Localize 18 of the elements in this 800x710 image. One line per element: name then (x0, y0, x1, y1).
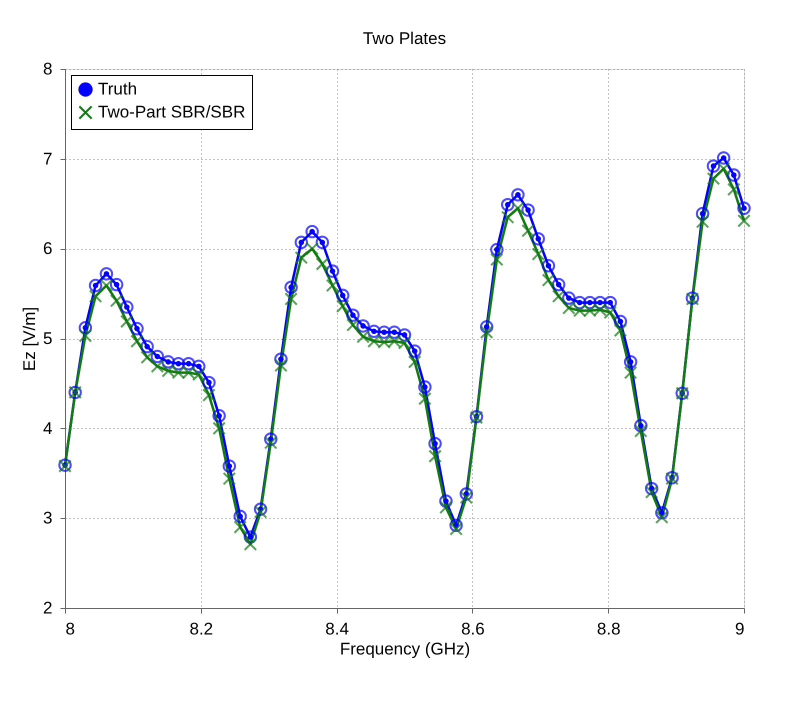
x-tick-label: 9 (735, 620, 744, 638)
y-tick-label: 3 (43, 508, 52, 528)
x-tick-label: 8.2 (189, 620, 214, 638)
y-tick-label: 5 (43, 329, 52, 348)
legend-label: Two-Part SBR/SBR (98, 102, 246, 122)
x-tick-label: 8 (66, 620, 75, 638)
x-tick-label: 8.6 (461, 620, 485, 638)
y-tick-label: 6 (43, 239, 52, 258)
x-axis-title: Frequency (GHz) (340, 640, 470, 658)
y-tick-label: 7 (43, 149, 52, 168)
x-tick-label: 8.8 (596, 620, 621, 638)
x-tick-label: 8.4 (325, 620, 349, 638)
y-tick-label: 2 (43, 598, 52, 618)
y-axis-title: Ez [V/m] (20, 306, 40, 372)
chart-title: Two Plates (362, 29, 446, 48)
y-tick-label: 4 (43, 418, 52, 438)
y-tick-label: 8 (43, 60, 52, 78)
legend-label: Truth (98, 80, 138, 98)
